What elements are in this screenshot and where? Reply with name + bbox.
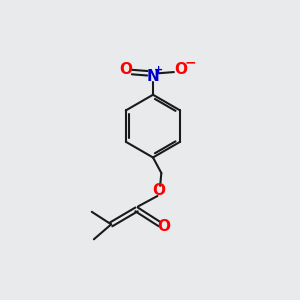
Text: O: O [174, 62, 187, 77]
Text: O: O [152, 183, 166, 198]
Text: O: O [119, 62, 132, 77]
Text: O: O [158, 219, 170, 234]
Text: +: + [154, 65, 163, 75]
Text: N: N [147, 69, 159, 84]
Text: −: − [184, 56, 196, 70]
